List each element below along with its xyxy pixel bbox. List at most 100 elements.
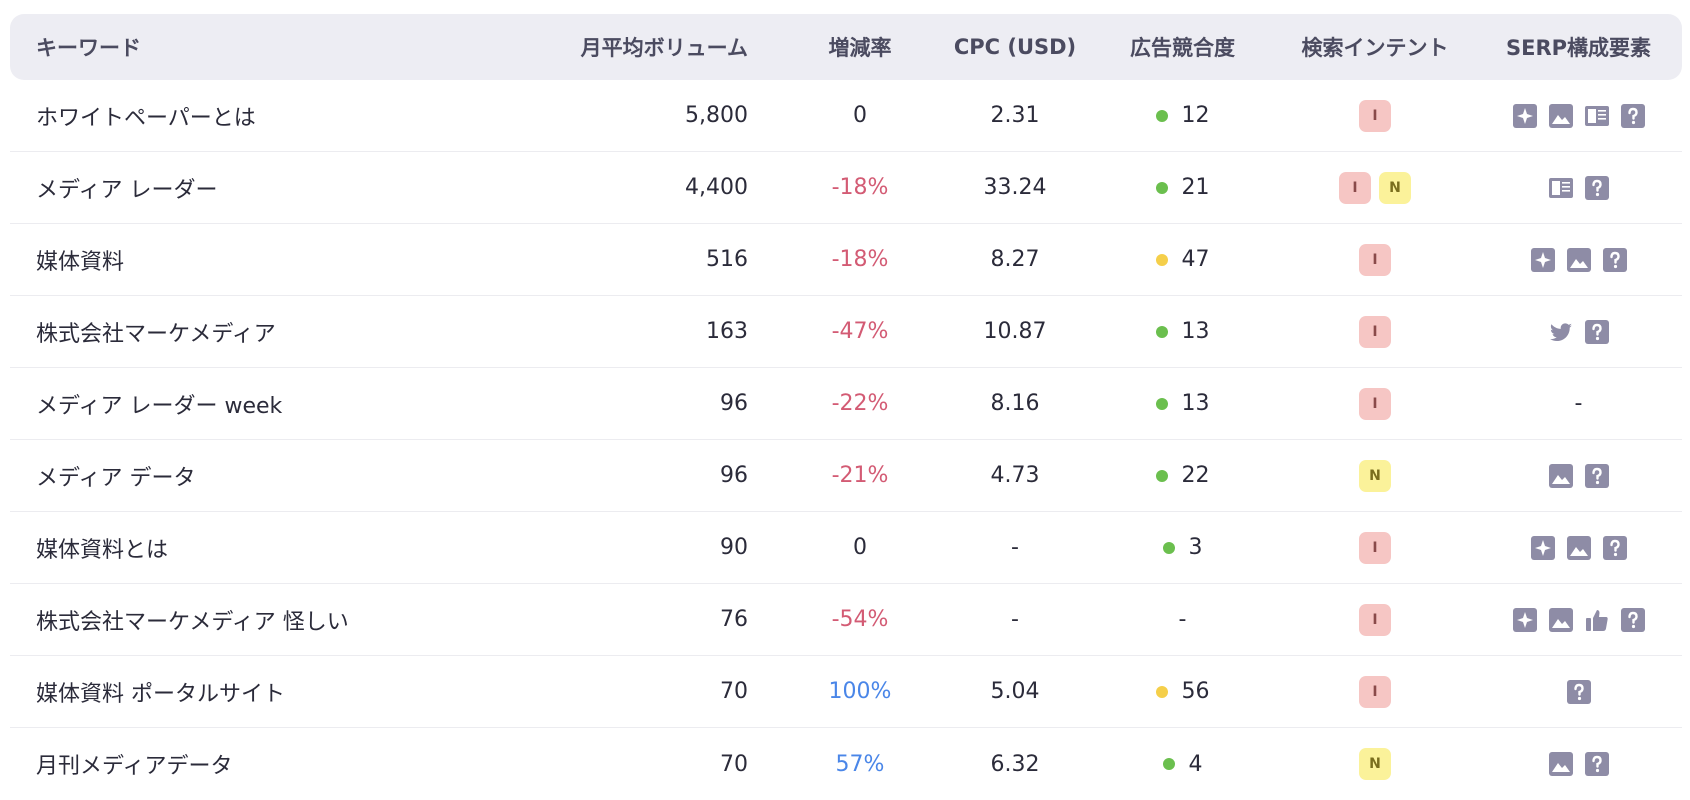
competition-cell: 13: [1090, 391, 1275, 416]
competition-value: 12: [1181, 103, 1210, 128]
intent-cell: I: [1275, 603, 1475, 636]
keyword-cell[interactable]: メディア レーダー: [36, 177, 218, 203]
keyword-cell[interactable]: 株式会社マーケメディア: [36, 321, 276, 347]
intent-badge-n[interactable]: N: [1379, 171, 1411, 204]
competition-value: 21: [1181, 175, 1210, 200]
intent-badge-i[interactable]: I: [1359, 99, 1391, 132]
column-header-volume[interactable]: 月平均ボリューム: [580, 36, 748, 60]
intent-cell: I: [1275, 99, 1475, 132]
competition-cell: 12: [1090, 103, 1275, 128]
intent-badge-n[interactable]: N: [1359, 459, 1391, 492]
competition-dot-icon: [1155, 469, 1168, 482]
twitter-icon[interactable]: [1547, 318, 1575, 346]
table-row[interactable]: 媒体資料 516 -18% 8.27 47 I: [10, 224, 1682, 296]
question-icon[interactable]: [1619, 606, 1647, 634]
volume-cell: 96: [720, 463, 748, 488]
table-row[interactable]: メディア データ 96 -21% 4.73 22 N: [10, 440, 1682, 512]
image-icon[interactable]: [1547, 462, 1575, 490]
competition-value: 47: [1181, 247, 1210, 272]
serp-cell: [1475, 318, 1682, 346]
table-row[interactable]: 月刊メディアデータ 70 57% 6.32 4 N: [10, 728, 1682, 800]
keyword-cell[interactable]: 株式会社マーケメディア 怪しい: [36, 609, 349, 635]
column-header-cpc[interactable]: CPC (USD): [953, 35, 1077, 59]
competition-dot-icon: [1162, 541, 1175, 554]
intent-badge-i[interactable]: I: [1359, 675, 1391, 708]
competition-value: 56: [1181, 679, 1210, 704]
competition-cell: 47: [1090, 247, 1275, 272]
image-icon[interactable]: [1547, 102, 1575, 130]
image-icon[interactable]: [1565, 246, 1593, 274]
keyword-cell[interactable]: 媒体資料 ポータルサイト: [36, 681, 285, 707]
table-header: キーワード 月平均ボリューム 増減率 CPC (USD) 広告競合度 検索インテ…: [10, 14, 1682, 80]
cpc-cell: 8.16: [990, 391, 1040, 416]
competition-cell: 21: [1090, 175, 1275, 200]
competition-value: 22: [1181, 463, 1210, 488]
question-icon[interactable]: [1583, 174, 1611, 202]
intent-cell: I: [1275, 675, 1475, 708]
column-header-intent[interactable]: 検索インテント: [1301, 36, 1449, 60]
trend-cell: -47%: [831, 319, 889, 344]
table-row[interactable]: 媒体資料とは 90 0 - 3 I: [10, 512, 1682, 584]
table-row[interactable]: 株式会社マーケメディア 163 -47% 10.87 13 I: [10, 296, 1682, 368]
trend-cell: -21%: [831, 463, 889, 488]
intent-badge-i[interactable]: I: [1359, 531, 1391, 564]
sparkle-icon[interactable]: [1529, 534, 1557, 562]
cpc-cell: -: [1011, 607, 1019, 632]
table-row[interactable]: ホワイトペーパーとは 5,800 0 2.31 12 I: [10, 80, 1682, 152]
sparkle-icon[interactable]: [1511, 606, 1539, 634]
thumbs-up-icon[interactable]: [1583, 606, 1611, 634]
competition-value: -: [1178, 607, 1187, 632]
competition-value: 13: [1181, 319, 1210, 344]
keyword-cell[interactable]: ホワイトペーパーとは: [36, 105, 256, 131]
article-icon[interactable]: [1583, 102, 1611, 130]
keyword-cell[interactable]: メディア データ: [36, 465, 196, 491]
competition-dot-icon: [1155, 109, 1168, 122]
keyword-cell[interactable]: 月刊メディアデータ: [36, 754, 233, 779]
table-row[interactable]: 株式会社マーケメディア 怪しい 76 -54% - - I: [10, 584, 1682, 656]
image-icon[interactable]: [1547, 606, 1575, 634]
table-body: ホワイトペーパーとは 5,800 0 2.31 12 I メディア レーダー 4,400 -18…: [10, 80, 1682, 800]
image-icon[interactable]: [1547, 750, 1575, 778]
cpc-cell: 5.04: [990, 679, 1040, 704]
sparkle-icon[interactable]: [1511, 102, 1539, 130]
competition-cell: 3: [1090, 535, 1275, 560]
intent-cell: N: [1275, 459, 1475, 492]
question-icon[interactable]: [1583, 318, 1611, 346]
intent-badge-i[interactable]: I: [1359, 243, 1391, 276]
question-icon[interactable]: [1565, 678, 1593, 706]
question-icon[interactable]: [1583, 750, 1611, 778]
volume-cell: 5,800: [685, 103, 748, 128]
question-icon[interactable]: [1601, 246, 1629, 274]
keyword-cell[interactable]: 媒体資料: [36, 249, 125, 275]
image-icon[interactable]: [1565, 534, 1593, 562]
intent-badge-n[interactable]: N: [1359, 748, 1391, 780]
intent-badge-i[interactable]: I: [1359, 315, 1391, 348]
competition-dot-icon: [1155, 325, 1168, 338]
keyword-cell[interactable]: 媒体資料とは: [36, 537, 169, 563]
trend-cell: -54%: [831, 607, 889, 632]
intent-cell: N: [1275, 748, 1475, 780]
intent-badge-i[interactable]: I: [1339, 171, 1371, 204]
table-row[interactable]: メディア レーダー 4,400 -18% 33.24 21 I N: [10, 152, 1682, 224]
column-header-competition[interactable]: 広告競合度: [1130, 36, 1235, 60]
table-row[interactable]: メディア レーダー week 96 -22% 8.16 13 I -: [10, 368, 1682, 440]
serp-cell: [1475, 678, 1682, 706]
article-icon[interactable]: [1547, 174, 1575, 202]
serp-cell: [1475, 606, 1682, 634]
intent-cell: I: [1275, 387, 1475, 420]
column-header-trend[interactable]: 増減率: [828, 36, 892, 60]
intent-badge-i[interactable]: I: [1359, 603, 1391, 636]
trend-cell: 100%: [828, 679, 892, 704]
question-icon[interactable]: [1619, 102, 1647, 130]
volume-cell: 90: [720, 535, 748, 560]
intent-badge-i[interactable]: I: [1359, 387, 1391, 420]
trend-cell: 0: [853, 103, 867, 128]
question-icon[interactable]: [1601, 534, 1629, 562]
sparkle-icon[interactable]: [1529, 246, 1557, 274]
column-header-keyword[interactable]: キーワード: [36, 36, 141, 60]
question-icon[interactable]: [1583, 462, 1611, 490]
column-header-serp[interactable]: SERP構成要素: [1505, 36, 1652, 60]
keyword-cell[interactable]: メディア レーダー week: [36, 393, 283, 419]
competition-cell: 22: [1090, 463, 1275, 488]
table-row[interactable]: 媒体資料 ポータルサイト 70 100% 5.04 56 I: [10, 656, 1682, 728]
